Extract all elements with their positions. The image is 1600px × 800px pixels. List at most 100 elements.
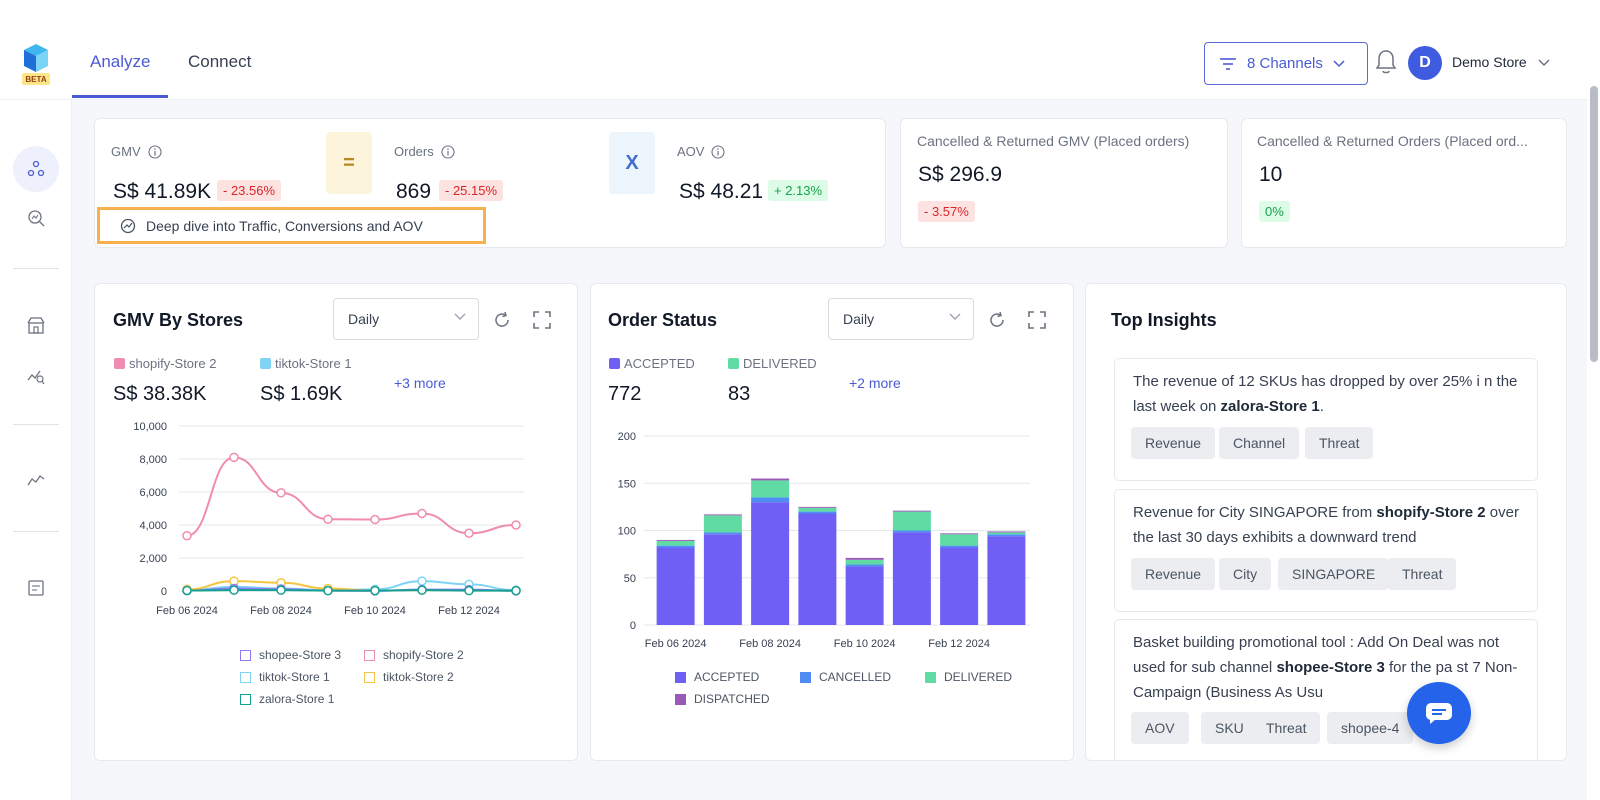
- top-legend-accepted: ACCEPTED: [624, 356, 695, 371]
- legend-label: DISPATCHED: [694, 692, 770, 706]
- tab-analyze[interactable]: Analyze: [90, 52, 151, 71]
- insight-tag[interactable]: Threat: [1252, 712, 1321, 744]
- cancelled-orders-label: Cancelled & Returned Orders (Placed ord.…: [1257, 133, 1528, 149]
- expand-icon[interactable]: [1027, 310, 1047, 330]
- insight-tag[interactable]: Threat: [1388, 558, 1457, 590]
- gmv-legend-tiktok-store-1[interactable]: tiktok-Store 1: [240, 670, 330, 684]
- x-tick-label: Feb 12 2024: [438, 605, 500, 617]
- refresh-icon[interactable]: [987, 310, 1007, 330]
- insight-text-part: over the last 30 days exhibits a downwar…: [1133, 504, 1519, 546]
- data-point: [323, 514, 333, 524]
- bar-dispatched: [845, 557, 884, 560]
- data-point: [511, 585, 521, 596]
- y-tick-label: 100: [618, 526, 636, 538]
- cancelled-orders-value: 10: [1259, 163, 1283, 186]
- data-point: [276, 488, 286, 498]
- insight-tag[interactable]: Revenue: [1131, 427, 1216, 459]
- cancelled-gmv-value: S$ 296.9: [918, 163, 1003, 186]
- store-name[interactable]: Demo Store: [1452, 54, 1527, 70]
- top-legend-tiktok-store-1: tiktok-Store 1: [275, 356, 352, 371]
- top-legend-shopify-store-2: shopify-Store 2: [129, 356, 217, 371]
- data-point: [417, 508, 427, 519]
- insight-card[interactable]: Basket building promotional tool : Add O…: [1114, 619, 1538, 760]
- x-tick-label: Feb 06 2024: [645, 638, 707, 650]
- gmv-by-stores-title: GMV By Stores: [113, 310, 244, 330]
- insight-tag[interactable]: AOV: [1131, 712, 1189, 744]
- x-tick-label: Feb 12 2024: [928, 638, 990, 650]
- info-icon[interactable]: [148, 144, 162, 159]
- legend-swatch: [364, 649, 375, 661]
- sidebar-overview-icon[interactable]: [24, 157, 48, 181]
- insight-tag[interactable]: Channel: [1219, 427, 1300, 459]
- legend-swatch: [675, 671, 686, 683]
- y-tick-label: 4,000: [139, 520, 167, 532]
- bar-dispatched: [987, 531, 1026, 533]
- order-more-link[interactable]: +2 more: [849, 375, 901, 391]
- insight-tag[interactable]: SKU: [1201, 712, 1258, 744]
- insight-channel: shopee-Store 3: [1276, 659, 1385, 676]
- insight-tag[interactable]: shopee-4: [1327, 712, 1414, 744]
- refresh-icon[interactable]: [492, 310, 512, 330]
- expand-icon[interactable]: [532, 310, 552, 330]
- gmv-legend-shopify-store-2[interactable]: shopify-Store 2: [364, 648, 464, 662]
- notification-bell-icon[interactable]: [1374, 48, 1398, 81]
- tab-connect[interactable]: Connect: [188, 52, 252, 71]
- deep-dive-link[interactable]: Deep dive into Traffic, Conversions and …: [97, 207, 486, 244]
- insight-tag[interactable]: SINGAPORE: [1278, 558, 1390, 590]
- sidebar-line-chart-icon[interactable]: [24, 468, 48, 492]
- gmv-legend-shopee-store-3[interactable]: shopee-Store 3: [240, 648, 341, 662]
- legend-swatch: [114, 358, 125, 369]
- insight-card[interactable]: Revenue for City SINGAPORE from shopify-…: [1114, 489, 1538, 612]
- app-logo[interactable]: BETA: [20, 42, 52, 86]
- data-point: [276, 585, 286, 595]
- insight-text-part: .: [1319, 398, 1324, 415]
- cancelled-orders-card: [1241, 118, 1567, 248]
- scrollbar-thumb[interactable]: [1590, 86, 1598, 362]
- legend-label: shopee-Store 3: [259, 648, 342, 662]
- order-legend-dispatched[interactable]: DISPATCHED: [675, 692, 770, 706]
- gmv-line-chart: 0 2,000 4,000 6,000 8,000 10,000 Feb 06 2024 Fe…: [133, 421, 524, 617]
- order-legend-delivered[interactable]: DELIVERED: [925, 670, 1012, 684]
- multiply-operator: X: [609, 132, 655, 194]
- bar-delivered: [987, 532, 1026, 535]
- legend-swatch: [925, 671, 936, 683]
- y-tick-label: 6,000: [139, 487, 167, 499]
- avatar[interactable]: D: [1408, 46, 1442, 80]
- order-legend-accepted[interactable]: ACCEPTED: [675, 670, 759, 684]
- data-point: [370, 514, 380, 525]
- orders-value: 869: [396, 180, 432, 203]
- insight-tag[interactable]: Revenue: [1131, 558, 1216, 590]
- order-legend-cancelled[interactable]: CANCELLED: [800, 670, 891, 684]
- insight-card[interactable]: The revenue of 12 SKUs has dropped by ov…: [1114, 358, 1538, 481]
- chat-bubble-icon: [1426, 703, 1452, 724]
- sidebar-store-icon[interactable]: [24, 313, 48, 337]
- aov-label: AOV: [677, 144, 726, 159]
- orders-label-text: Orders: [394, 144, 434, 159]
- gmv-by-stores-card: [94, 283, 578, 761]
- gmv-more-link[interactable]: +3 more: [394, 375, 446, 391]
- channels-filter-button[interactable]: 8 Channels: [1204, 42, 1368, 85]
- legend-label: ACCEPTED: [694, 670, 760, 684]
- sidebar-trend-search-icon[interactable]: [24, 364, 48, 388]
- order-period-select[interactable]: Daily: [828, 298, 974, 340]
- gmv-legend-tiktok-store-2[interactable]: tiktok-Store 2: [364, 670, 454, 684]
- insight-tag[interactable]: City: [1219, 558, 1272, 590]
- cancelled-orders-change-badge: 0%: [1259, 201, 1290, 222]
- bar-dispatched: [751, 478, 790, 481]
- insight-text: Basket building promotional tool : Add O…: [1133, 630, 1525, 705]
- gmv-period-select[interactable]: Daily: [333, 298, 479, 340]
- legend-swatch: [260, 358, 271, 369]
- bar-delivered: [751, 480, 790, 498]
- chat-support-button[interactable]: [1407, 682, 1471, 744]
- legend-label: DELIVERED: [944, 670, 1013, 684]
- data-point: [182, 530, 192, 541]
- sidebar-report-icon[interactable]: [24, 576, 48, 600]
- insight-channel: zalora-Store 1: [1220, 398, 1320, 415]
- insight-channel: shopify-Store 2: [1376, 504, 1486, 521]
- info-icon[interactable]: [711, 144, 726, 159]
- gmv-legend-zalora-store-1[interactable]: zalora-Store 1: [240, 692, 334, 706]
- info-icon[interactable]: [441, 144, 455, 159]
- sidebar-search-analytics-icon[interactable]: [24, 206, 48, 230]
- store-chevron-down-icon[interactable]: [1538, 54, 1550, 72]
- insight-tag[interactable]: Threat: [1305, 427, 1374, 459]
